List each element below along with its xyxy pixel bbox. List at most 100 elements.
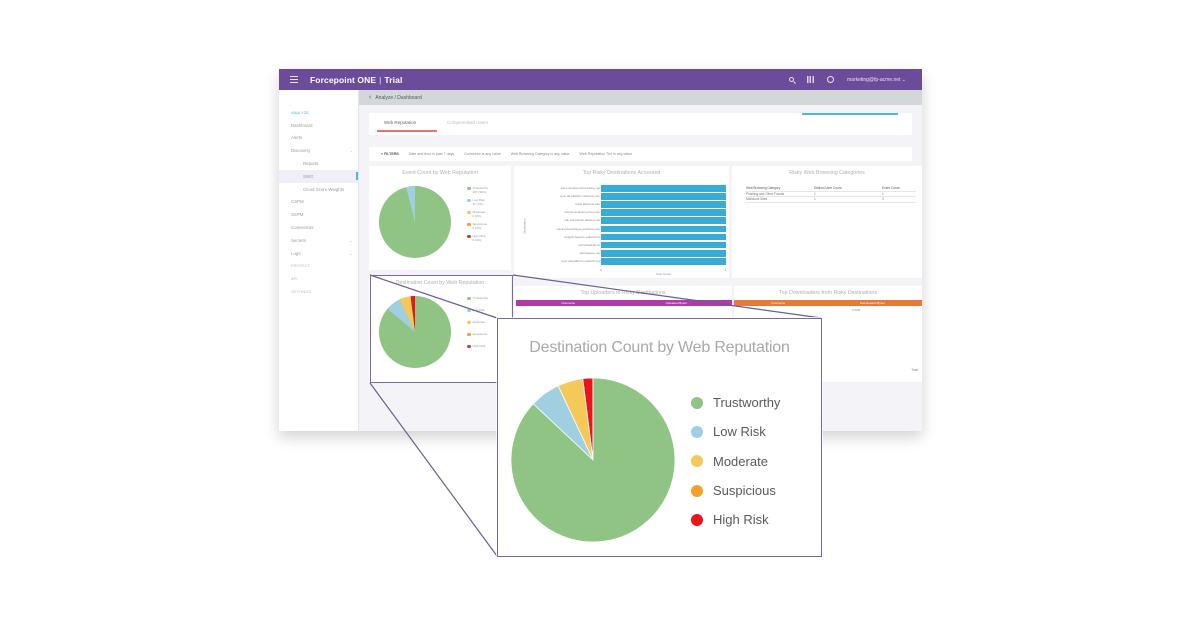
callout-title: Destination Count by Web Reputation bbox=[529, 339, 790, 356]
risky-categories-table: Web Browsing Category Distinct User Coun… bbox=[746, 186, 916, 203]
zoom-highlight-box bbox=[370, 275, 513, 383]
card-title: Risky Web Browsing Categories bbox=[789, 170, 865, 176]
bar[interactable] bbox=[601, 225, 726, 233]
sidebar-item-alerts[interactable]: Alerts bbox=[279, 132, 358, 145]
bar-label: sync.ad-platform-network.org bbox=[561, 258, 600, 263]
bar[interactable] bbox=[601, 201, 726, 208]
legend-item-moderate[interactable]: Moderate bbox=[691, 447, 780, 476]
legend-item-suspicious[interactable]: Suspicious bbox=[691, 476, 780, 505]
sidebar-item-reports[interactable]: Reports bbox=[279, 157, 358, 170]
bar[interactable] bbox=[601, 185, 726, 192]
filter-chip[interactable]: Web Reputation Tier is any value bbox=[579, 152, 633, 156]
bar[interactable] bbox=[601, 209, 726, 217]
table-row[interactable]: Malicious Sites 1 3 bbox=[746, 197, 916, 203]
sidebar-item-discovery[interactable]: Discovery ⌄ bbox=[279, 144, 358, 157]
legend-label: Low Risk bbox=[713, 424, 766, 440]
legend-label: Suspicious bbox=[713, 483, 776, 499]
sidebar-item-connectors[interactable]: Connectors bbox=[279, 221, 358, 234]
sidebar: ANALYZE Dashboard Alerts Discovery ⌄ Reports S… bbox=[279, 90, 359, 431]
sidebar-item-logs[interactable]: Logs ⌄ bbox=[279, 247, 358, 260]
uploaders-table-header: Username Uploaded Bytes bbox=[516, 300, 732, 306]
legend-item-trustworthy[interactable]: Trustworthy bbox=[691, 388, 780, 417]
bar[interactable] bbox=[601, 233, 726, 241]
total-label: Total bbox=[911, 368, 918, 372]
filter-chip[interactable]: Web Browsing Category is any value bbox=[510, 152, 570, 156]
bar-label: sync.ad-platform-network.com bbox=[559, 194, 600, 199]
y-axis-label: Destination bbox=[522, 218, 527, 234]
bar-label: track.adserver.info bbox=[575, 202, 600, 207]
bar[interactable] bbox=[601, 249, 726, 257]
legend-item-low-risk[interactable]: Low Risk bbox=[691, 417, 780, 446]
sidebar-item-analyze[interactable]: ANALYZE bbox=[279, 106, 358, 119]
brand-name: Forcepoint ONE bbox=[310, 74, 377, 85]
bar[interactable] bbox=[601, 217, 726, 225]
hamburger-menu-icon[interactable] bbox=[290, 76, 298, 83]
pie-slice-trustworthy[interactable] bbox=[510, 377, 676, 543]
filter-chip[interactable]: Connector is any value bbox=[464, 152, 501, 156]
sidebar-item-cloud-score-weights[interactable]: Cloud Score Weights bbox=[279, 183, 358, 196]
event-count-legend: Trustworthy 287 (96%) Low Risk 11 (4%) Mod… bbox=[467, 186, 488, 246]
back-chevron-icon[interactable]: ‹ bbox=[369, 94, 372, 101]
legend-dot-icon bbox=[691, 513, 703, 526]
legend-item-high-risk[interactable]: High Risk bbox=[691, 505, 780, 534]
legend-label: High Risk bbox=[713, 512, 769, 528]
bar-label: insights.beacon-collector.io bbox=[563, 234, 600, 239]
apps-grid-icon[interactable] bbox=[806, 76, 814, 83]
x-axis-label: User Count bbox=[656, 272, 672, 276]
sidebar-item-sspm[interactable]: SSPM bbox=[279, 208, 358, 221]
sidebar-item-dashboard[interactable]: Dashboard bbox=[279, 119, 358, 132]
brand-logo: Forcepoint ONE | Trial bbox=[310, 74, 403, 85]
tab-compromised-users[interactable]: Compromised Users bbox=[447, 120, 489, 125]
bar[interactable] bbox=[601, 257, 726, 265]
tabs-bar: Web Reputation Compromised Users bbox=[369, 113, 912, 135]
bar-label: ads.example-cdn-tracking.net bbox=[560, 186, 600, 190]
user-menu[interactable]: marketing@fp-acme.net ⌄ bbox=[846, 76, 906, 83]
breadcrumb: ‹ Analyze / Dashboard bbox=[359, 90, 922, 105]
app-window: Forcepoint ONE | Trial marketing@fp-acme.n… bbox=[279, 69, 922, 431]
sidebar-item-label: Logs bbox=[291, 250, 301, 256]
filter-bar: ≡ FILTERS Date and time is past 7 days C… bbox=[369, 147, 912, 161]
bar-label: cdn.adnetwork-delivery.net bbox=[564, 218, 600, 223]
help-icon[interactable] bbox=[826, 76, 834, 83]
sidebar-item-label: PROTECT bbox=[291, 263, 311, 269]
table-header: Web Browsing Category Distinct User Coun… bbox=[746, 186, 916, 192]
risky-categories-card: Risky Web Browsing Categories Web Browsi… bbox=[732, 166, 922, 278]
sidebar-item-label: SSPM bbox=[291, 212, 304, 218]
callout-legend: Trustworthy Low Risk Moderate Suspicious Hig… bbox=[691, 388, 780, 534]
bar-label: adv.beacon.net bbox=[579, 250, 600, 255]
legend-label: Trustworthy bbox=[713, 395, 781, 411]
bar[interactable] bbox=[601, 193, 726, 200]
event-count-pie-chart[interactable] bbox=[377, 184, 453, 260]
sidebar-item-label: Alerts bbox=[291, 135, 303, 141]
chevron-down-icon: ⌄ bbox=[349, 237, 353, 243]
card-title: Top Downloaders from Risky Destinations bbox=[778, 290, 878, 296]
sidebar-item-settings[interactable]: SETTINGS bbox=[279, 285, 358, 298]
filter-chip[interactable]: Date and time is past 7 days bbox=[408, 152, 455, 156]
destination-count-pie-chart[interactable] bbox=[509, 376, 677, 544]
filters-toggle[interactable]: ≡ FILTERS bbox=[381, 152, 399, 156]
card-title: Event Count by Web Reputation bbox=[402, 170, 478, 176]
legend-label: Moderate bbox=[713, 453, 768, 469]
sidebar-item-label: Discovery bbox=[291, 148, 311, 154]
sidebar-item-label: Secrets bbox=[291, 237, 306, 243]
card-title: Top Uploaders to Risky Destinations bbox=[580, 290, 666, 296]
tab-web-reputation[interactable]: Web Reputation bbox=[384, 120, 417, 125]
sidebar-item-secrets[interactable]: Secrets ⌄ bbox=[279, 234, 358, 247]
download-value: 2.0KB bbox=[852, 308, 861, 312]
sidebar-item-label: SETTINGS bbox=[291, 289, 312, 295]
event-count-card: Event Count by Web Reputation Trustworth… bbox=[369, 166, 511, 270]
bar-label: track.ad-exchange-partners.com bbox=[556, 226, 600, 231]
bar-label: ad.trackerlink.co bbox=[578, 242, 600, 247]
sidebar-item-label: API bbox=[291, 276, 298, 282]
bar[interactable] bbox=[601, 241, 726, 249]
sidebar-item-api[interactable]: API bbox=[279, 272, 358, 285]
search-icon[interactable] bbox=[788, 77, 794, 82]
sidebar-item-label: Dashboard bbox=[291, 122, 313, 128]
sidebar-item-protect[interactable]: PROTECT bbox=[279, 260, 358, 273]
sidebar-item-cspm[interactable]: CSPM bbox=[279, 196, 358, 209]
table-row[interactable]: Phishing and Other Frauds 1 1 bbox=[746, 192, 916, 197]
legend-dot-icon bbox=[691, 484, 703, 497]
card-title: Top Risky Destinations Accessed bbox=[582, 170, 661, 176]
sidebar-item-swg[interactable]: SWG bbox=[279, 169, 358, 183]
chevron-down-icon: ⌄ bbox=[349, 250, 353, 256]
